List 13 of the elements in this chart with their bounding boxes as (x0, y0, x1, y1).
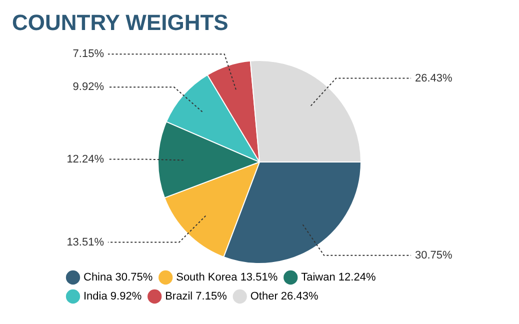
data-label: 26.43% (415, 72, 453, 84)
legend-label: Brazil 7.15% (165, 290, 228, 303)
legend-label: China 30.75% (84, 272, 153, 284)
legend-label: Taiwan 12.24% (301, 272, 376, 284)
data-label: 13.51% (66, 236, 104, 248)
data-label: 30.75% (415, 249, 453, 262)
data-label: 9.92% (72, 81, 104, 94)
legend-label: India 9.92% (84, 290, 142, 303)
data-label: 12.24% (66, 153, 104, 166)
data-label: 7.15% (72, 48, 104, 60)
legend-label: South Korea 13.51% (176, 272, 278, 284)
legend-label: Other 26.43% (250, 290, 318, 303)
chart-title: COUNTRY WEIGHTS (12, 10, 230, 36)
